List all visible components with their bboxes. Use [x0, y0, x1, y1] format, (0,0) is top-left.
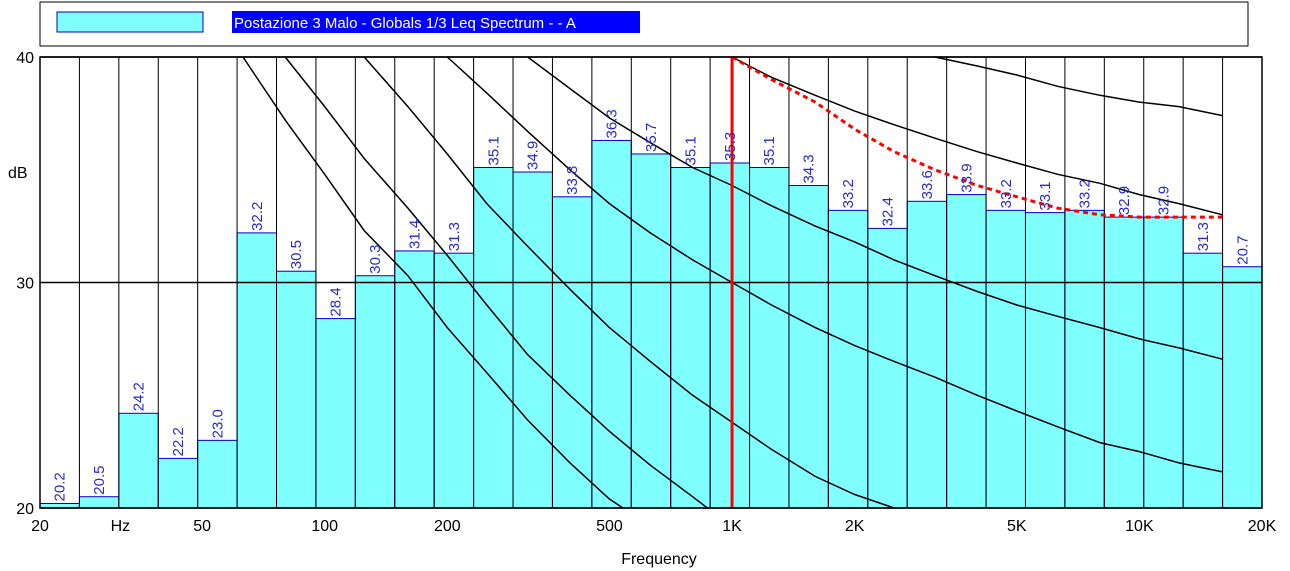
- bar: [946, 194, 987, 509]
- bar: [827, 209, 869, 509]
- bar-value-label: 34.9: [525, 141, 542, 170]
- bar: [118, 412, 159, 509]
- x-tick-label: 5K: [1007, 518, 1027, 535]
- bar: [433, 252, 475, 509]
- legend-label: Postazione 3 Malo - Globals 1/3 Leq Spec…: [234, 15, 576, 32]
- bar: [1064, 209, 1105, 509]
- bar-value-label: 35.1: [485, 136, 502, 165]
- bar: [512, 171, 553, 509]
- bar: [670, 166, 711, 509]
- bar-value-label: 20.2: [52, 472, 69, 501]
- bar: [1182, 252, 1224, 509]
- bar: [788, 185, 829, 509]
- x-tick-label: 20: [31, 518, 49, 535]
- x-tick-label: 1K: [722, 518, 742, 535]
- bar-value-label: 20.7: [1234, 236, 1251, 265]
- bar-value-label: 24.2: [131, 382, 148, 411]
- bar-value-label: 31.3: [1195, 222, 1212, 251]
- x-tick-label: 500: [596, 518, 623, 535]
- bar-value-label: 33.2: [840, 179, 857, 208]
- plot-border: [39, 56, 1263, 509]
- reference-curve: [527, 56, 1223, 360]
- bar-value-label: 32.4: [880, 197, 897, 226]
- x-tick-label: 50: [193, 518, 211, 535]
- reference-curve: [446, 56, 1223, 473]
- legend: Postazione 3 Malo - Globals 1/3 Leq Spec…: [39, 1, 1249, 47]
- bar: [276, 270, 317, 509]
- x-tick-label: 100: [311, 518, 338, 535]
- bar: [1103, 216, 1145, 509]
- bar: [591, 139, 632, 509]
- bar-value-label: 23.0: [209, 409, 226, 438]
- bar: [1143, 216, 1184, 509]
- bar: [236, 232, 278, 509]
- bar-value-label: 35.1: [682, 136, 699, 165]
- bar-value-label: 33.8: [564, 166, 581, 195]
- reference-curve: [731, 56, 1223, 216]
- bar: [315, 318, 356, 509]
- legend-swatch: [56, 11, 204, 33]
- bar: [473, 166, 514, 509]
- x-axis-label: Frequency: [621, 551, 697, 568]
- bar: [709, 162, 751, 509]
- bar-value-label: 33.2: [1077, 179, 1094, 208]
- y-tick-label: 20: [16, 501, 34, 518]
- dashed-limit-curve: [731, 55, 1223, 219]
- bar: [1222, 266, 1263, 509]
- x-tick-label: 20K: [1248, 518, 1277, 535]
- bar: [867, 227, 908, 509]
- bar-value-label: 33.6: [919, 170, 936, 199]
- bar-value-label: 31.3: [446, 222, 463, 251]
- reference-curve: [934, 56, 1223, 117]
- bar-value-label: 35.3: [722, 132, 739, 161]
- bar-value-label: 22.2: [170, 427, 187, 456]
- bar-value-label: 34.3: [801, 154, 818, 183]
- bar: [78, 496, 120, 509]
- reference-curve: [242, 56, 624, 509]
- x-tick-label: 10K: [1125, 518, 1154, 535]
- bar-value-label: 20.5: [91, 466, 108, 495]
- reference-curve: [363, 56, 895, 509]
- y-tick-label: 40: [16, 50, 34, 67]
- bar-value-label: 36.3: [604, 109, 621, 138]
- bar-value-label: 28.4: [328, 287, 345, 316]
- bar-value-label: 33.1: [1037, 181, 1054, 210]
- y-axis-label: dB: [8, 165, 28, 182]
- bar-value-label: 30.5: [288, 240, 305, 269]
- bar-value-label: 33.2: [998, 179, 1015, 208]
- bar: [197, 439, 238, 509]
- bar: [985, 209, 1026, 509]
- x-tick-label: 2K: [845, 518, 865, 535]
- plot-area: 20.2 20.5 24.2 22.2 23.0 32.2 30.5 28.4 30.3 31.4…: [16, 50, 1276, 535]
- bar: [354, 275, 396, 509]
- bar-value-label: 35.7: [643, 123, 660, 152]
- bar: [906, 200, 948, 509]
- legend-box: [39, 1, 1249, 47]
- x-tick-label: 200: [434, 518, 461, 535]
- bar-value-label: 33.9: [958, 163, 975, 192]
- bar-value-label: 35.1: [761, 136, 778, 165]
- x-tick-label: Hz: [111, 518, 131, 535]
- bar: [551, 196, 593, 509]
- bar: [749, 166, 790, 509]
- y-tick-label: 30: [16, 276, 34, 293]
- legend-text-background: [232, 11, 640, 33]
- bar-value-label: 32.2: [249, 202, 266, 231]
- bar: [157, 457, 199, 509]
- bar: [1024, 212, 1066, 509]
- reference-curve: [284, 56, 708, 509]
- bar-value-label: 32.9: [1116, 186, 1133, 215]
- bar: [394, 250, 435, 509]
- bar-value-label: 30.3: [367, 245, 384, 274]
- bar-value-label: 32.9: [1155, 186, 1172, 215]
- bar-value-label: 31.4: [406, 220, 423, 249]
